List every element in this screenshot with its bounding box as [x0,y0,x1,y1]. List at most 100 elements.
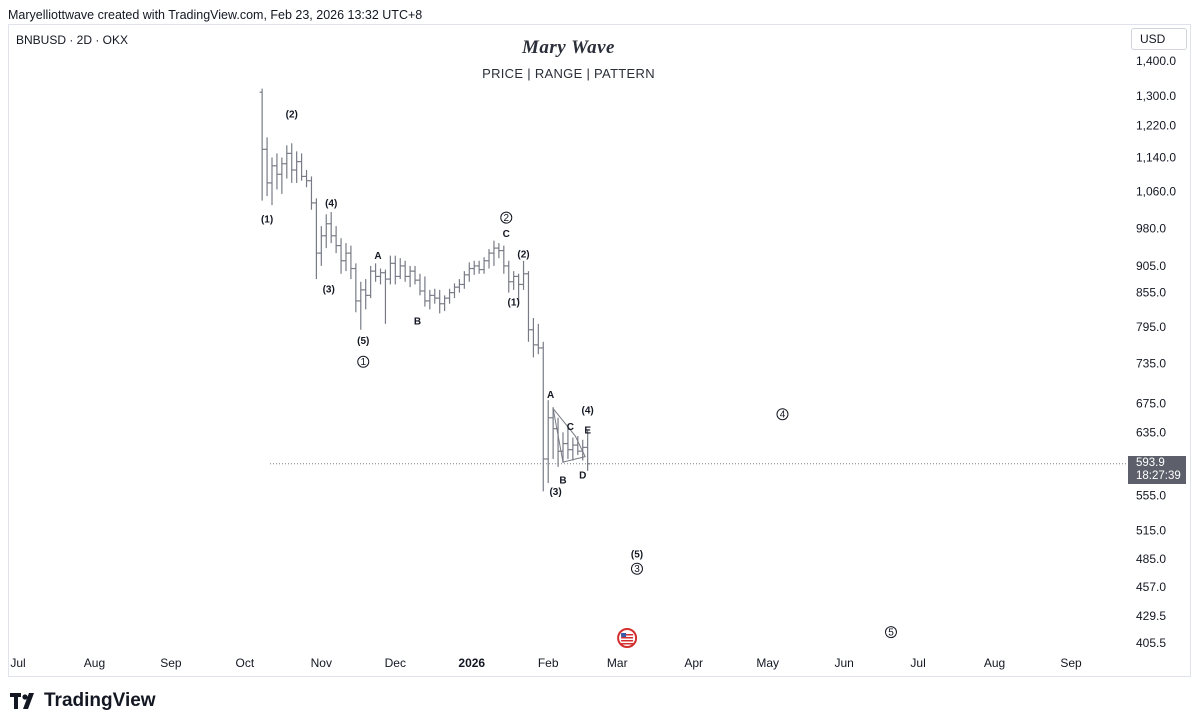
wave-label: A [374,251,381,262]
us-event-marker-icon[interactable] [617,628,638,648]
ohlc-bar [560,432,566,463]
wave-circle-marker [884,626,897,639]
ohlc-bar [525,271,531,342]
wave-label: (1) [261,215,273,226]
wave-label: (3) [549,487,561,498]
ohlc-bar [269,157,275,206]
ohlc-bar [545,400,551,484]
tradingview-logo-text: TradingView [44,690,156,711]
wave-label-circled: 4 [780,410,786,421]
y-axis-tick-label: 855.0 [1136,286,1166,300]
y-axis-tick-label: 1,400.0 [1136,54,1176,68]
ohlc-bar [382,269,388,324]
y-axis-tick-label: 795.0 [1136,320,1166,334]
price-tag: 593.9 18:27:39 [1128,456,1186,484]
ohlc-bar [427,289,433,310]
ohlc-bar [486,249,492,269]
ohlc-bar [363,279,369,310]
wave-label-circled: 2 [503,213,509,224]
ohlc-bar [476,260,482,274]
ohlc-bar [422,276,428,307]
wave-label: (2) [286,110,298,121]
ohlc-bar [343,243,349,272]
wave-label-circled: 5 [888,628,894,639]
x-axis-tick-label: Aug [984,656,1005,670]
ohlc-bar [284,145,290,179]
ohlc-bar [294,151,300,183]
ohlc-bar [402,260,408,282]
ohlc-bar [585,430,591,471]
x-axis-tick-label: Aug [84,656,105,670]
ohlc-bar [496,243,502,259]
wave-label: B [559,475,566,486]
wave-label: B [414,316,421,327]
y-axis-tick-label: 980.0 [1136,222,1166,236]
ohlc-bar [570,437,576,461]
ohlc-bar [407,265,413,288]
attribution-text: Maryelliottwave created with TradingView… [8,8,423,22]
ohlc-bar [358,281,364,330]
tradingview-logo-icon [10,693,34,709]
ohlc-bar [535,323,541,355]
ohlc-bar [397,258,403,280]
current-price: 593.9 [1136,457,1165,469]
y-axis-tick-label: 1,060.0 [1136,185,1176,199]
ohlc-bar [378,268,384,285]
y-axis-tick-label: 515.0 [1136,524,1166,538]
tradingview-logo[interactable]: TradingView [10,690,156,712]
x-axis-tick-label: Jun [834,656,853,670]
wave-label: (3) [323,284,335,295]
wave-label: D [579,470,586,481]
wave-circle-marker [500,211,513,224]
currency-selector[interactable]: USD [1131,28,1187,50]
ohlc-bar [432,288,438,304]
x-axis-tick-label: Dec [385,656,406,670]
ohlc-bar [264,137,270,197]
ohlc-bar [348,245,354,280]
y-axis-tick-label: 675.0 [1136,397,1166,411]
ohlc-bar [511,271,517,290]
wave-label-circled: 1 [360,357,366,368]
ohlc-bar [417,273,423,296]
wave-label: E [584,426,591,437]
ohlc-bar [318,226,324,266]
ohlc-bar [456,279,462,293]
y-axis-tick-label: 485.0 [1136,552,1166,566]
ohlc-bar [412,265,418,285]
wave-label: (2) [517,250,529,261]
ohlc-bar [501,245,507,274]
y-axis-tick-label: 905.0 [1136,259,1166,273]
ohlc-bar [442,295,448,312]
x-axis-tick-label: Sep [1060,656,1082,670]
wave-label: (4) [582,405,594,416]
x-axis-tick-label: Sep [160,656,182,670]
wave-label: (1) [508,298,520,309]
ohlc-bar [471,260,477,275]
chart-subtitle: PRICE | RANGE | PATTERN [482,66,655,81]
x-axis-tick-label: Oct [236,656,255,670]
triangle-pattern-line [552,408,586,463]
wave-label: A [547,390,554,401]
wave-label: (4) [325,198,337,209]
ohlc-bar [338,238,344,274]
ohlc-bar [550,407,556,459]
ohlc-bar [392,255,398,285]
ohlc-bar [491,240,497,266]
ohlc-bar [274,153,280,190]
wave-label-circled: 3 [634,564,640,575]
wave-circle-marker [776,408,789,421]
ohlc-bar [333,226,339,254]
symbol-label[interactable]: BNBUSD · 2D · OKX [16,33,129,47]
x-axis-tick-label: Feb [538,656,559,670]
wave-label: (5) [631,550,643,561]
ohlc-bar [565,428,571,459]
chart-frame [8,24,1191,677]
ohlc-bar [437,289,443,314]
x-axis-tick-label: Jul [910,656,925,670]
ohlc-bar [328,212,334,244]
ohlc-bar [506,260,512,293]
ohlc-bar [304,170,310,188]
wave-circle-marker [630,562,643,575]
y-axis-tick-label: 457.0 [1136,580,1166,594]
